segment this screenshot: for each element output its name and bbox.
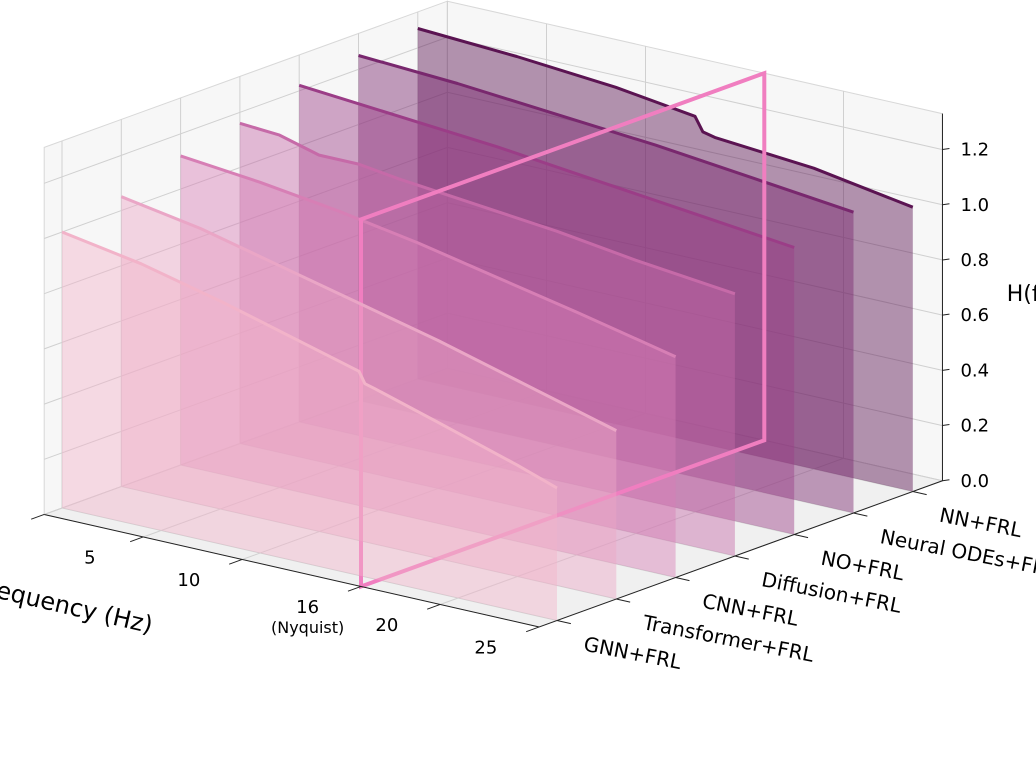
z-tick-label: 0.8	[960, 250, 989, 271]
grid-line-y	[358, 33, 854, 514]
z-tick-mark	[942, 479, 950, 482]
series-area	[180, 155, 676, 578]
x-tick-label: 5	[84, 547, 95, 568]
z-tick-label: 1.2	[960, 140, 989, 161]
grid-line-x	[242, 46, 646, 560]
z-tick-mark	[942, 368, 950, 371]
series-layer	[417, 27, 914, 492]
x-tick-label: 16	[296, 597, 319, 618]
z-tick-label: 1.0	[960, 195, 989, 216]
z-tick-mark	[942, 258, 950, 261]
y-tick-mark	[912, 491, 927, 496]
x-axis-line	[44, 513, 540, 628]
z-axis-label: H(f)	[1007, 282, 1036, 307]
grid-line-x	[143, 23, 547, 538]
series-layer	[239, 121, 736, 557]
y-axis-line	[539, 480, 943, 628]
x-tick-mark	[347, 585, 362, 592]
series-line	[298, 83, 795, 249]
series-line	[417, 27, 914, 209]
z-tick-mark	[942, 203, 950, 206]
y-tick-label: NN+FRL	[938, 503, 1025, 543]
nyquist-plane	[359, 70, 767, 590]
grid-line-y	[239, 76, 736, 557]
x-tick-mark	[525, 626, 540, 633]
y-tick-mark	[556, 620, 571, 625]
series-layers	[61, 27, 914, 621]
series-layer	[120, 195, 617, 599]
y-tick-mark	[616, 598, 631, 603]
x-tick-label: 25	[474, 637, 497, 658]
grid-line-y	[417, 11, 913, 492]
grid-line-y	[61, 140, 558, 621]
grid-line-x	[44, 1, 448, 515]
grid-line-x	[440, 91, 844, 605]
grid-line-y	[120, 119, 617, 600]
nyquist-plane-outline	[359, 70, 767, 590]
y-tick-mark	[734, 555, 749, 560]
series-area	[239, 123, 735, 557]
z-tick-label: 0.4	[960, 360, 989, 381]
series-line	[61, 230, 558, 490]
x-tick-mark	[228, 558, 243, 565]
axes-panes	[42, 0, 945, 628]
x-tick-mark	[426, 603, 441, 610]
z-tick-mark	[942, 313, 950, 316]
series-layer	[61, 230, 558, 621]
x-tick-mark	[30, 513, 45, 520]
z-tick-mark	[942, 424, 950, 427]
x-tick-label: 10	[177, 570, 200, 591]
nyquist-label: (Nyquist)	[271, 618, 344, 637]
series-line	[120, 195, 617, 432]
series-layer	[180, 154, 677, 578]
series-area	[417, 28, 913, 492]
z-tick-label: 0.6	[960, 305, 989, 326]
y-tick-mark	[794, 534, 809, 539]
x-tick-label: 20	[375, 615, 398, 636]
z-tick-label: 0.0	[960, 471, 989, 492]
x-tick-mark	[129, 536, 144, 543]
series-line	[239, 121, 736, 296]
y-tick-mark	[853, 512, 868, 517]
series-area	[121, 196, 617, 599]
x-axis-label: Frequency (Hz)	[0, 571, 155, 639]
grid-line-y	[298, 54, 795, 535]
z-tick-label: 0.2	[960, 416, 989, 437]
series-area	[358, 55, 854, 513]
series-line	[180, 154, 677, 359]
z-tick-mark	[942, 148, 950, 151]
y-tick-mark	[675, 577, 690, 582]
series-area	[62, 232, 557, 621]
